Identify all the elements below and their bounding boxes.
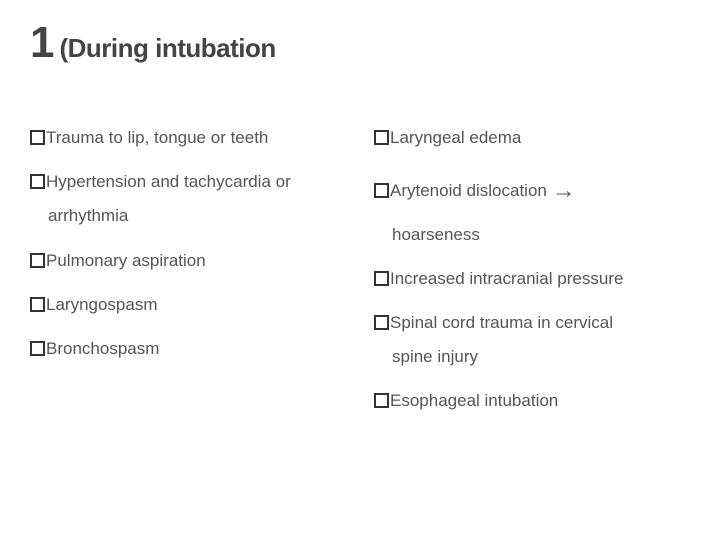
list-item: Arytenoid dislocation → hoarseness: [374, 160, 690, 257]
checkbox-icon: [374, 271, 389, 286]
checkbox-icon: [374, 183, 389, 198]
list-item: Esophageal intubation: [374, 379, 690, 423]
list-item: Pulmonary aspiration: [30, 239, 346, 283]
list-item: Laryngospasm: [30, 283, 346, 327]
item-label: Trauma to lip, tongue or teeth: [46, 128, 268, 147]
list-item: Bronchospasm: [30, 327, 346, 371]
arrow-icon: →: [552, 177, 576, 204]
item-label: Laryngeal edema: [390, 128, 521, 147]
checkbox-icon: [374, 130, 389, 145]
title-number: 1: [30, 18, 53, 68]
checkbox-icon: [30, 253, 45, 268]
item-label: Pulmonary aspiration: [46, 251, 206, 270]
checkbox-icon: [374, 393, 389, 408]
content-columns: Trauma to lip, tongue or teeth Hypertens…: [30, 116, 690, 424]
slide: 1 (During intubation Trauma to lip, tong…: [0, 0, 720, 540]
right-column: Laryngeal edema Arytenoid dislocation → …: [374, 116, 690, 424]
title-text: (During intubation: [59, 33, 275, 64]
checkbox-icon: [30, 130, 45, 145]
item-label: Increased intracranial pressure: [390, 269, 623, 288]
item-continuation: hoarseness: [374, 213, 690, 257]
item-label: Spinal cord trauma in cervical: [390, 313, 613, 332]
item-continuation: spine injury: [374, 335, 690, 379]
checkbox-icon: [374, 315, 389, 330]
list-item: Trauma to lip, tongue or teeth: [30, 116, 346, 160]
item-label: Laryngospasm: [46, 295, 158, 314]
list-item: Spinal cord trauma in cervical spine inj…: [374, 301, 690, 379]
item-label: Hypertension and tachycardia or: [46, 172, 291, 191]
checkbox-icon: [30, 174, 45, 189]
list-item: Hypertension and tachycardia or arrhythm…: [30, 160, 346, 238]
item-label: Esophageal intubation: [390, 391, 558, 410]
slide-title: 1 (During intubation: [30, 18, 690, 68]
item-label: Bronchospasm: [46, 339, 159, 358]
item-continuation: arrhythmia: [30, 194, 346, 238]
checkbox-icon: [30, 297, 45, 312]
left-column: Trauma to lip, tongue or teeth Hypertens…: [30, 116, 346, 424]
item-label: Arytenoid dislocation: [390, 181, 552, 200]
checkbox-icon: [30, 341, 45, 356]
list-item: Increased intracranial pressure: [374, 257, 690, 301]
list-item: Laryngeal edema: [374, 116, 690, 160]
